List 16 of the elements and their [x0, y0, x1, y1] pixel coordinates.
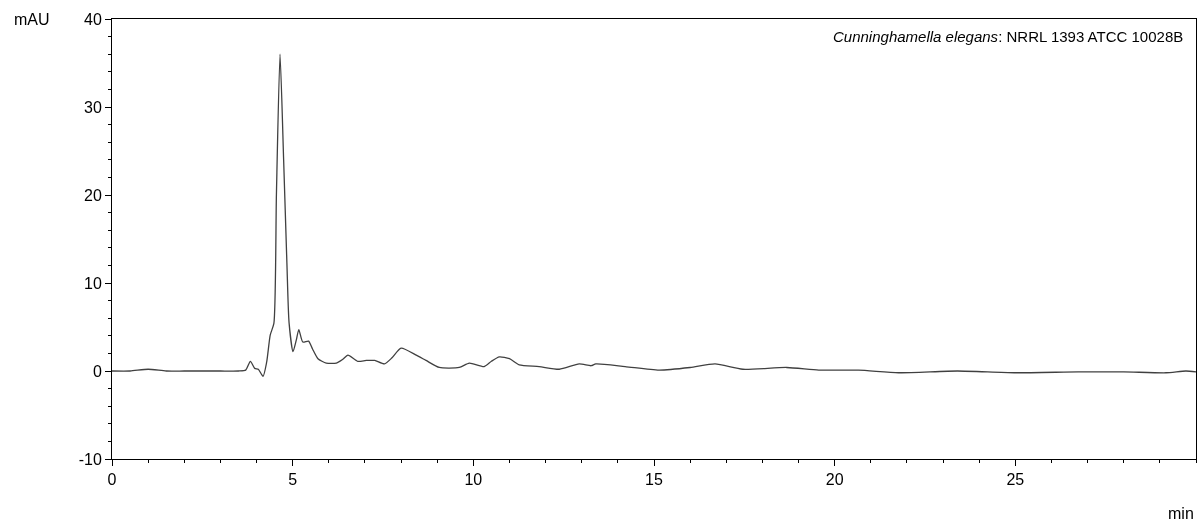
text: Cunninghamella elegans: NRRL 1393 ATCC 10028B	[833, 28, 1184, 45]
y-tick-label: 30	[84, 98, 102, 116]
x-tick-label: 0	[107, 471, 117, 489]
x-axis-title: min	[1168, 505, 1194, 522]
x-tick-label: 10	[464, 471, 483, 489]
y-tick-label: 20	[84, 186, 102, 204]
y-tick-label: 0	[92, 362, 102, 380]
y-tick-label: -10	[78, 450, 102, 468]
y-tick-label: 10	[84, 274, 102, 292]
y-axis-title: mAU	[14, 11, 50, 28]
y-tick-label: 40	[84, 10, 102, 28]
x-tick-label: 15	[645, 471, 663, 489]
x-tick-label: 25	[1006, 471, 1025, 489]
line-series	[112, 53, 1196, 377]
x-tick-label: 5	[288, 471, 298, 489]
x-tick-label: 20	[825, 471, 844, 489]
